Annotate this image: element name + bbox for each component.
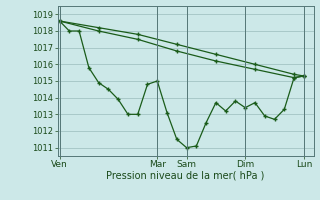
X-axis label: Pression niveau de la mer( hPa ): Pression niveau de la mer( hPa ) (107, 171, 265, 181)
